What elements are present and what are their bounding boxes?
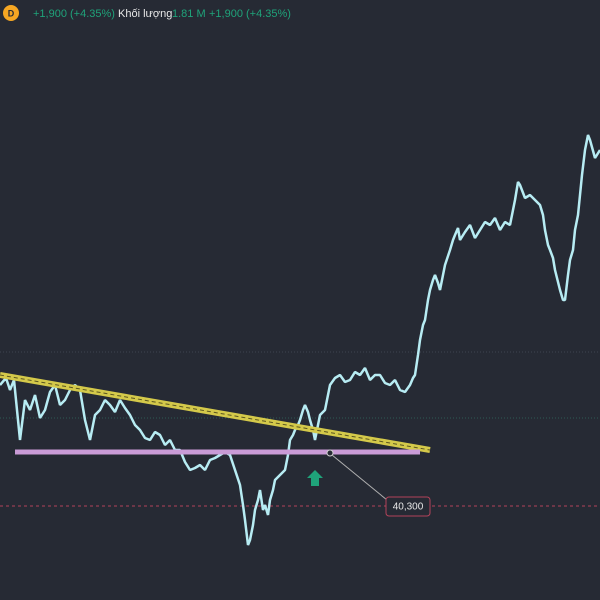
up-arrow <box>307 470 323 486</box>
badge: D <box>8 8 15 18</box>
volume: 1.81 M <box>172 8 206 20</box>
callout-line <box>331 454 388 501</box>
price-change: +1,900 (+4.35%) <box>33 8 115 20</box>
badge-circle <box>3 5 19 21</box>
price-label: 40,300 <box>393 502 424 513</box>
callout-box <box>385 496 431 517</box>
callout-anchor <box>326 449 334 457</box>
trendline-center <box>0 374 431 451</box>
volume-label: Khối lượng <box>118 8 172 20</box>
volume-change: +1,900 (+4.35%) <box>209 8 291 20</box>
price-trace <box>0 134 600 546</box>
